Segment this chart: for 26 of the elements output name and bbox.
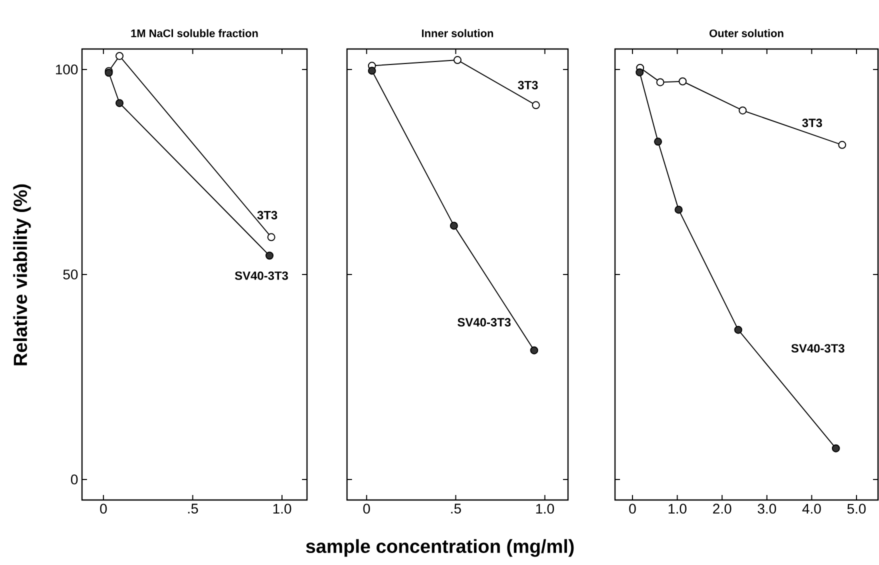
x-tick-label: 1.0 <box>668 504 686 514</box>
x-tick-label: .5 <box>451 504 461 514</box>
series-label: 3T3 <box>257 210 278 220</box>
x-tick-label: .5 <box>188 504 198 514</box>
legend-label: SV40-3T3 <box>234 271 288 280</box>
text: SV40-3T3 <box>791 344 844 353</box>
series-label: SV40-3T3 <box>458 318 511 327</box>
y-tick-label: 100 <box>56 64 78 74</box>
x-tick-label: 0 <box>363 504 370 514</box>
x-axis-title: sample concentration (mg/ml) <box>306 539 574 557</box>
series-label: 3T3 <box>802 118 822 128</box>
x-tick-label: 0 <box>100 504 107 514</box>
x-tick-label: 0 <box>629 504 636 514</box>
x-tick-label: 1.0 <box>536 504 554 514</box>
x-tick-label: 3.0 <box>758 504 776 514</box>
y-axis-title: Relative viability (%) <box>13 184 31 366</box>
x-tick-label: 4.0 <box>802 504 821 514</box>
y-tick-label: 50 <box>63 270 78 280</box>
chart-title: Outer solution <box>710 29 784 38</box>
x-tick-label: 2.0 <box>713 504 732 514</box>
series-label: 3T3 <box>518 80 538 90</box>
x-tick-label: 1.0 <box>273 504 292 514</box>
y-tick-label: 0 <box>70 474 78 484</box>
x-tick-label: 5.0 <box>847 504 866 514</box>
chart-title: Inner solution <box>422 29 494 38</box>
chart-title: 1M NaCl soluble fraction <box>131 29 258 38</box>
